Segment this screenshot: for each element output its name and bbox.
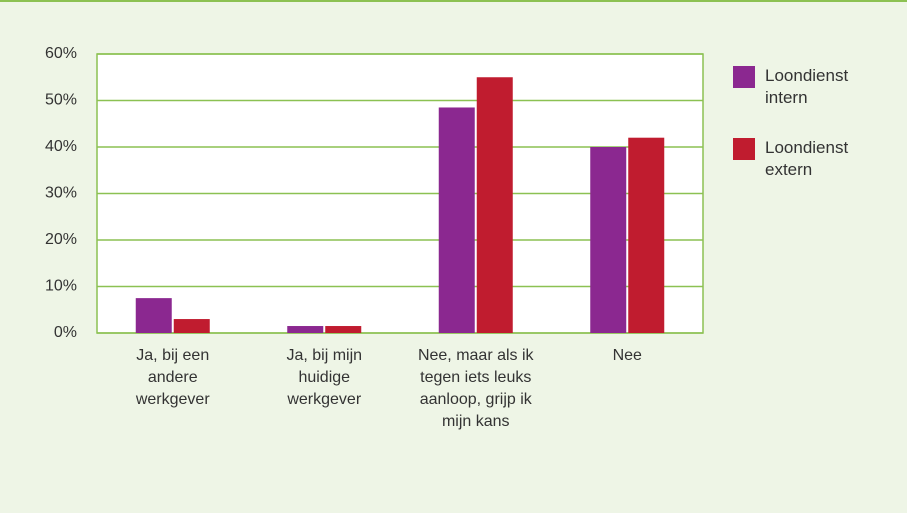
legend-item: Loondienst intern: [733, 65, 893, 109]
bar: [173, 319, 210, 333]
legend-label: Loondienst extern: [765, 138, 849, 179]
y-tick-label: 20%: [45, 231, 77, 248]
bar: [287, 326, 324, 333]
legend-label: Loondienst intern: [765, 66, 849, 107]
bar: [325, 326, 362, 333]
legend-item: Loondienst extern: [733, 137, 893, 181]
y-tick-label: 40%: [45, 138, 77, 155]
y-tick-label: 30%: [45, 185, 77, 202]
x-tick-label: Ja, bij een andere werkgever: [135, 347, 210, 408]
plot-border: [96, 53, 704, 334]
bar: [135, 298, 172, 333]
y-tick-label: 10%: [45, 278, 77, 295]
bar: [476, 77, 513, 333]
y-tick-label: 60%: [45, 45, 77, 62]
legend-swatch: [733, 138, 755, 160]
y-tick-label: 0%: [54, 324, 77, 341]
bar: [628, 137, 665, 333]
x-tick-label: Nee, maar als ik tegen iets leuks aanloo…: [417, 347, 534, 430]
bar: [590, 147, 627, 333]
x-tick-label: Nee: [612, 347, 642, 364]
x-tick-label: Ja, bij mijn huidige werkgever: [286, 347, 363, 408]
y-tick-label: 50%: [45, 92, 77, 109]
legend-swatch: [733, 66, 755, 88]
bar: [438, 107, 475, 333]
